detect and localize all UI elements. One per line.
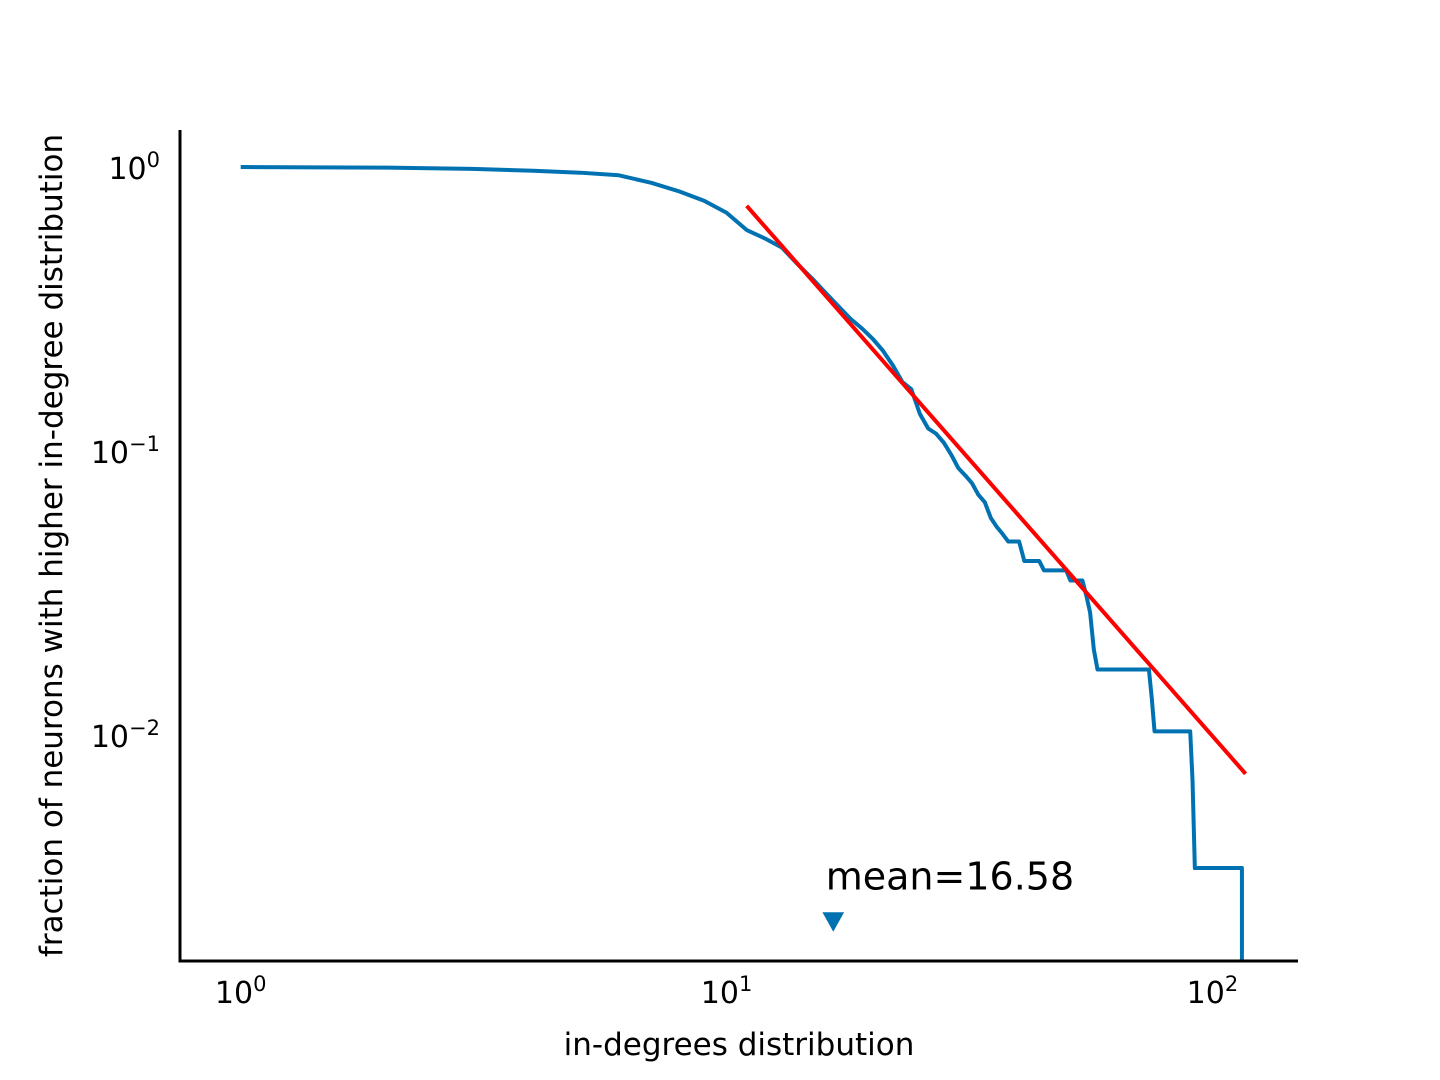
y-tick-label: 100 (108, 148, 160, 187)
x-tick-label: 101 (701, 972, 753, 1011)
ticks-layer: 100 101 102 100 10−1 10−2 (91, 148, 1238, 1011)
y-tick-label: 10−2 (91, 716, 160, 755)
y-axis-label: fraction of neurons with higher in-degre… (34, 134, 70, 957)
x-tick-label: 100 (215, 972, 267, 1011)
series-layer (240, 165, 1248, 961)
y-tick-label: 10−1 (91, 432, 160, 471)
x-axis-label: in-degrees distribution (564, 1027, 915, 1063)
axes-layer (178, 130, 1298, 963)
mean-annotation: mean=16.58 (826, 855, 1074, 899)
fit-line (745, 204, 1248, 776)
x-tick-label: 102 (1187, 972, 1239, 1011)
mean-marker (822, 912, 845, 932)
marker-layer (822, 912, 845, 932)
